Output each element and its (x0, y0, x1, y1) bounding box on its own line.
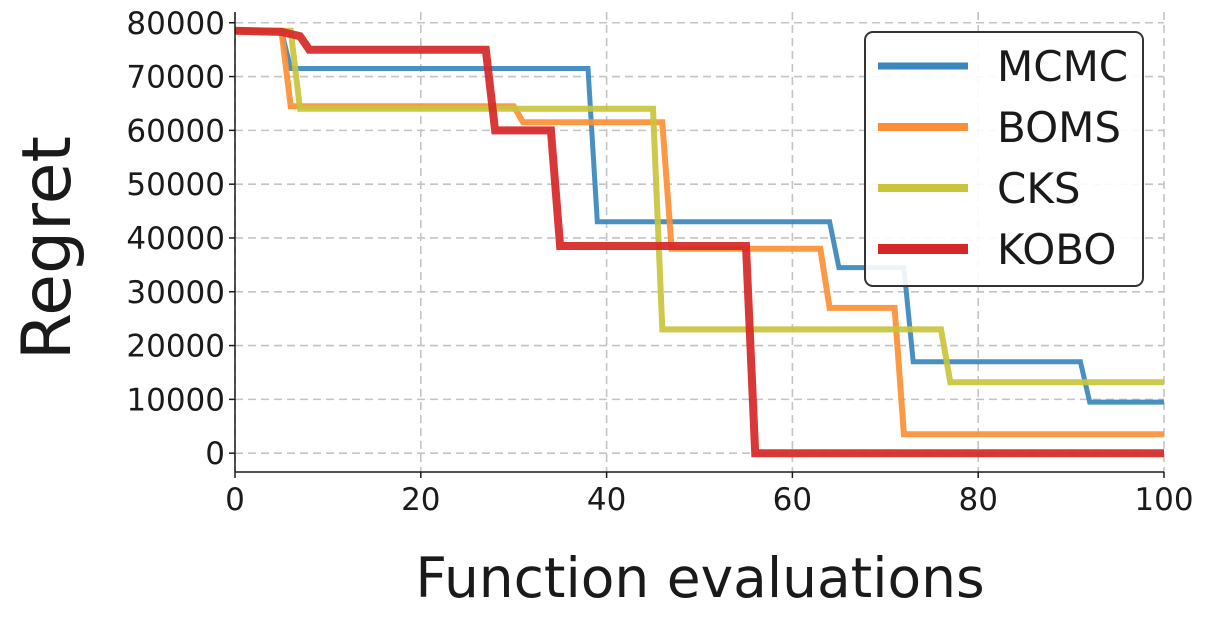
y-tick-label-50000: 50000 (126, 167, 225, 203)
y-tick-label-30000: 30000 (126, 275, 225, 311)
y-axis-title: Regret (8, 136, 87, 360)
x-tick-label-0: 0 (225, 482, 245, 518)
series-line-kobo (234, 26, 1164, 458)
x-tick-label-100: 100 (1134, 482, 1193, 518)
x-tick-label-20: 20 (401, 482, 440, 518)
legend: MCMC BOMS CKS KOBO (864, 31, 1144, 287)
legend-label-kobo: KOBO (997, 225, 1116, 274)
legend-box (864, 31, 1144, 287)
y-tick-label-40000: 40000 (126, 221, 225, 257)
x-tick-label-80: 80 (958, 482, 997, 518)
series-lines (234, 26, 1164, 458)
series-line-mcmc (235, 28, 1164, 405)
x-tick-label-40: 40 (587, 482, 626, 518)
y-tick-label-60000: 60000 (126, 113, 225, 149)
y-tick-label-20000: 20000 (126, 329, 225, 365)
legend-label-boms: BOMS (997, 103, 1121, 152)
x-axis-title: Function evaluations (415, 546, 984, 610)
series-line-cks (235, 27, 1164, 386)
legend-label-mcmc: MCMC (997, 42, 1128, 91)
axes: 0 10000 20000 30000 40000 50000 60000 70000 8000… (126, 6, 1193, 518)
legend-label-cks: CKS (997, 164, 1081, 213)
y-tick-label-0: 0 (205, 436, 225, 472)
y-tick-label-10000: 10000 (126, 382, 225, 418)
x-tick-label-60: 60 (773, 482, 812, 518)
y-tick-label-80000: 80000 (126, 6, 225, 42)
y-tick-label-70000: 70000 (126, 60, 225, 96)
